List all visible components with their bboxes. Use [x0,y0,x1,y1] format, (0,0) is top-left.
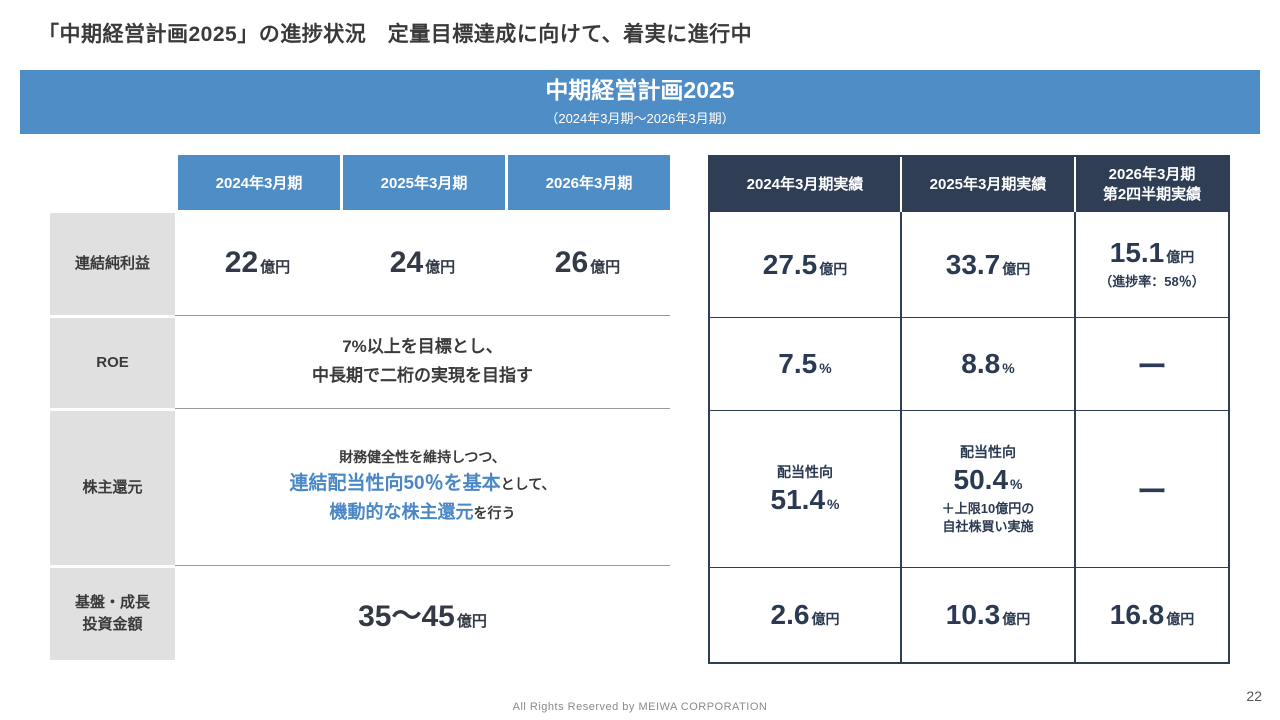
net-profit-fy2025-value: 24 [389,245,424,279]
no-data-dash: ー [1137,476,1167,509]
result-net-profit-fy2026-q2-value: 15.1 [1109,237,1165,269]
value-row: 33.7 億円 [946,249,1031,281]
result-investment-fy2025-unit: 億円 [1002,611,1031,627]
result-net-profit-fy2025: 33.7 億円 [900,212,1074,317]
banner-title: 中期経営計画2025 [545,77,735,104]
result-roe-fy2025-unit: % [1002,360,1015,376]
value-row: 27.5 億円 [763,249,848,281]
plan-table: 2024年3月期 2025年3月期 2026年3月期 連結純利益 22 億円 2… [50,155,670,660]
result-investment-fy2026-q2-value: 16.8 [1109,599,1165,630]
results-col-header-fy2025: 2025年3月期実績 [900,157,1074,212]
result-investment-fy2025-value: 10.3 [945,599,1001,630]
result-roe-fy2026-q2: ー [1074,317,1228,410]
plan-net-profit-fy2026: 26 億円 [505,210,670,315]
result-roe-fy2025-value: 8.8 [961,348,1001,379]
result-roe-fy2024-value: 7.5 [778,348,818,379]
investment-unit: 億円 [456,613,487,630]
value-row: 8.8 % [961,348,1014,380]
buyback-note-line2: 自社株買い実施 [942,519,1034,534]
payout-ratio-fy2025-unit: % [1010,475,1023,492]
result-roe-fy2025: 8.8 % [900,317,1074,410]
plan-net-profit-fy2025: 24 億円 [340,210,505,315]
shareholder-policy-text: 財務健全性を維持しつつ、 連結配当性向50％を基本として、 機動的な株主還元を行… [289,447,555,526]
value-row: 2.6 億円 [771,599,840,631]
result-roe-fy2024-unit: % [819,360,832,376]
payout-ratio-fy2024-value: 51.4 [770,484,826,515]
progress-rate-note: （進捗率：58％） [1099,274,1205,290]
result-net-profit-fy2024-unit: 億円 [819,260,848,277]
value-row: 51.4 % [771,484,840,516]
result-net-profit-fy2026-q2-unit: 億円 [1166,249,1195,266]
copyright-footer: All Rights Reserved by MEIWA CORPORATION [512,701,768,713]
result-investment-fy2026-q2: 16.8 億円 [1074,567,1228,662]
net-profit-fy2025-unit: 億円 [425,258,456,276]
page-number: 22 [1246,688,1262,704]
shareholder-policy-line3: 機動的な株主還元を行う [289,499,555,527]
plan-col-header-fy2024: 2024年3月期 [175,155,340,210]
plan-net-profit-fy2024: 22 億円 [175,210,340,315]
payout-ratio-fy2024-unit: % [827,496,840,512]
net-profit-fy2026-unit: 億円 [590,258,621,276]
results-col-header-fy2026-q2: 2026年3月期 第2四半期実績 [1074,157,1228,212]
result-investment-fy2025: 10.3 億円 [900,567,1074,662]
payout-ratio-caption: 配当性向 [777,464,833,480]
plan-banner: 中期経営計画2025 （2024年3月期～2026年3月期） [20,70,1260,134]
result-net-profit-fy2025-value: 33.7 [945,248,1001,280]
result-net-profit-fy2024: 27.5 億円 [710,212,900,317]
result-investment-fy2024: 2.6 億円 [710,567,900,662]
net-profit-fy2024-value: 22 [224,245,259,279]
roe-target-line1: 7%以上を目標とし、 [342,337,503,357]
shareholder-policy-line2-rest: として、 [500,476,556,493]
roe-target-line2: 中長期で二桁の実現を目指す [312,366,533,385]
row-label-roe: ROE [50,315,175,408]
value-row: 22 億円 [225,246,290,280]
result-roe-fy2024: 7.5 % [710,317,900,410]
value-row: 26 億円 [555,246,620,280]
results-col-header-fy2024: 2024年3月期実績 [710,157,900,212]
value-row: 50.4 % [954,464,1023,496]
value-row: 24 億円 [390,246,455,280]
row-label-net-profit: 連結純利益 [50,210,175,315]
payout-ratio-fy2025-value: 50.4 [953,463,1009,495]
value-row: 16.8 億円 [1110,599,1195,631]
investment-value: 35～45 [358,600,455,633]
value-row: 10.3 億円 [946,599,1031,631]
result-shareholder-fy2026-q2: ー [1074,410,1228,567]
page-title: 「中期経営計画2025」の進捗状況 定量目標達成に向けて、着実に進行中 [38,23,753,46]
net-profit-fy2026-value: 26 [554,245,589,279]
plan-roe-target: 7%以上を目標とし、 中長期で二桁の実現を目指す [175,315,670,408]
result-investment-fy2024-unit: 億円 [811,611,840,627]
shareholder-policy-line1: 財務健全性を維持しつつ、 [339,449,506,466]
result-net-profit-fy2025-unit: 億円 [1002,260,1031,277]
plan-investment-amount: 35～45 億円 [175,565,670,660]
result-net-profit-fy2026-q2: 15.1 億円 （進捗率：58％） [1074,212,1228,317]
payout-ratio-caption: 配当性向 [960,443,1016,460]
row-label-shareholder-return: 株主還元 [50,408,175,565]
buyback-note-line1: ＋上限10億円の [941,500,1035,516]
shareholder-policy-highlight2: 機動的な株主還元 [329,501,474,522]
value-row: 35～45 億円 [358,591,487,635]
result-shareholder-fy2024: 配当性向 51.4 % [710,410,900,567]
row-label-investment: 基盤・成長 投資金額 [50,565,175,660]
roe-target-text: 7%以上を目標とし、 中長期で二桁の実現を目指す [312,333,533,391]
net-profit-fy2024-unit: 億円 [260,258,291,276]
shareholder-policy-line3-rest: を行う [473,504,516,521]
plan-col-header-fy2025: 2025年3月期 [340,155,505,210]
result-investment-fy2024-value: 2.6 [770,599,810,630]
result-shareholder-fy2025: 配当性向 50.4 % ＋上限10億円の 自社株買い実施 [900,410,1074,567]
banner-subtitle: （2024年3月期～2026年3月期） [545,110,735,126]
result-investment-fy2026-q2-unit: 億円 [1166,611,1195,627]
shareholder-policy-highlight1: 連結配当性向50％を基本 [289,473,501,495]
shareholder-policy-line2: 連結配当性向50％を基本として、 [289,469,555,498]
no-data-dash: ー [1137,351,1167,384]
value-row: 7.5 % [778,348,831,380]
plan-table-corner [50,155,175,210]
result-net-profit-fy2024-value: 27.5 [762,248,818,280]
plan-col-header-fy2026: 2026年3月期 [505,155,670,210]
plan-shareholder-policy: 財務健全性を維持しつつ、 連結配当性向50％を基本として、 機動的な株主還元を行… [175,408,670,565]
value-row: 15.1 億円 [1110,237,1195,269]
results-table: 2024年3月期実績 2025年3月期実績 2026年3月期 第2四半期実績 2… [708,155,1230,664]
